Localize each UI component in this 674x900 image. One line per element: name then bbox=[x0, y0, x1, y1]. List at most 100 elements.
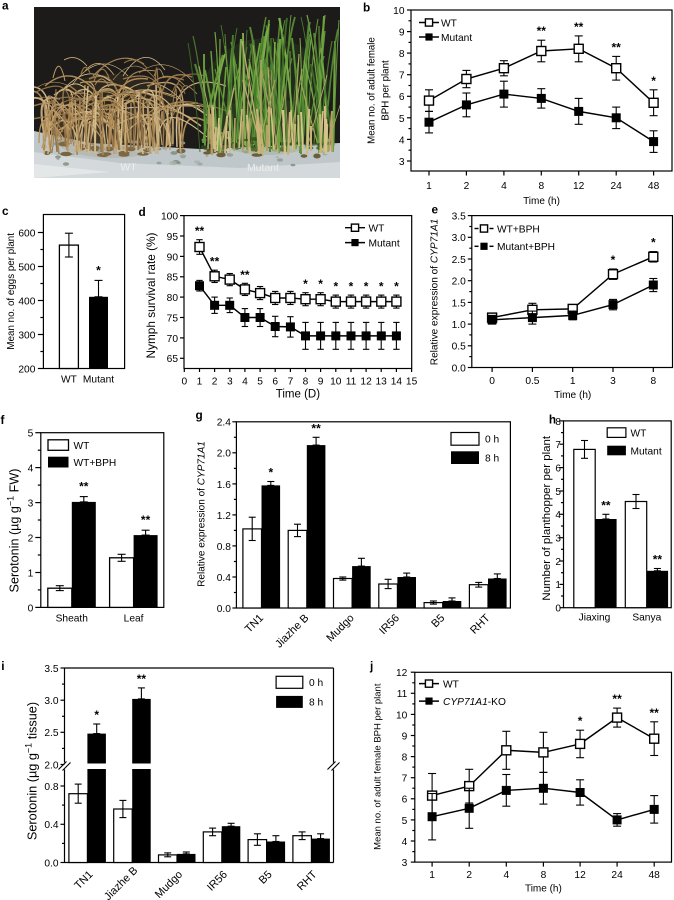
svg-text:**: ** bbox=[650, 706, 660, 720]
svg-text:0 h: 0 h bbox=[485, 435, 499, 446]
svg-text:**: ** bbox=[137, 672, 147, 686]
svg-text:2.4: 2.4 bbox=[217, 418, 231, 429]
svg-text:**: ** bbox=[240, 268, 250, 282]
svg-text:2.5: 2.5 bbox=[452, 255, 466, 266]
svg-text:90: 90 bbox=[167, 252, 179, 263]
svg-text:**: ** bbox=[653, 553, 663, 567]
svg-text:Mean no. of adult female BPH p: Mean no. of adult female BPH per plant bbox=[373, 683, 384, 850]
svg-text:3: 3 bbox=[399, 157, 405, 168]
svg-text:*: * bbox=[333, 280, 338, 294]
svg-text:c: c bbox=[2, 204, 9, 218]
svg-text:7: 7 bbox=[288, 377, 294, 388]
svg-text:65: 65 bbox=[167, 354, 179, 365]
svg-text:0.5: 0.5 bbox=[525, 376, 539, 387]
svg-text:2: 2 bbox=[466, 870, 472, 881]
svg-text:8 h: 8 h bbox=[309, 698, 323, 709]
svg-text:WT: WT bbox=[369, 224, 385, 235]
svg-text:3.0: 3.0 bbox=[452, 233, 466, 244]
svg-text:2.0: 2.0 bbox=[44, 760, 58, 771]
svg-text:i: i bbox=[1, 659, 4, 673]
svg-text:5: 5 bbox=[555, 487, 561, 498]
svg-text:12: 12 bbox=[573, 181, 585, 192]
svg-text:Time (h): Time (h) bbox=[554, 390, 591, 401]
svg-text:*: * bbox=[379, 280, 384, 294]
svg-text:0: 0 bbox=[181, 377, 187, 388]
svg-text:2: 2 bbox=[28, 533, 34, 544]
svg-text:3: 3 bbox=[610, 376, 616, 387]
svg-text:0.0: 0.0 bbox=[217, 604, 231, 615]
svg-text:400: 400 bbox=[18, 296, 35, 307]
svg-text:48: 48 bbox=[648, 181, 660, 192]
svg-text:1: 1 bbox=[429, 870, 435, 881]
svg-text:100: 100 bbox=[161, 212, 178, 223]
svg-text:**: ** bbox=[210, 255, 220, 269]
svg-text:WT+BPH: WT+BPH bbox=[74, 458, 117, 469]
svg-text:24: 24 bbox=[611, 870, 623, 881]
svg-text:*: * bbox=[651, 236, 656, 250]
svg-text:5: 5 bbox=[28, 429, 34, 440]
svg-text:9: 9 bbox=[402, 731, 408, 742]
svg-text:95: 95 bbox=[167, 232, 179, 243]
svg-text:**: ** bbox=[311, 421, 321, 435]
svg-text:12: 12 bbox=[396, 668, 408, 679]
svg-text:8: 8 bbox=[402, 753, 408, 764]
svg-text:1.0: 1.0 bbox=[452, 320, 466, 331]
svg-text:1.5: 1.5 bbox=[452, 298, 466, 309]
svg-text:11: 11 bbox=[346, 377, 357, 388]
svg-text:85: 85 bbox=[167, 273, 179, 284]
svg-text:WT: WT bbox=[61, 375, 77, 386]
svg-text:Mean no. of eggs per plant: Mean no. of eggs per plant bbox=[6, 233, 17, 350]
svg-text:*: * bbox=[318, 277, 323, 291]
svg-text:8: 8 bbox=[650, 376, 656, 387]
svg-text:0.8: 0.8 bbox=[44, 782, 58, 793]
svg-text:WT+BPH: WT+BPH bbox=[497, 224, 540, 235]
svg-text:Leaf: Leaf bbox=[124, 613, 144, 624]
svg-text:0: 0 bbox=[489, 376, 495, 387]
svg-text:75: 75 bbox=[167, 313, 179, 324]
svg-text:Time (h): Time (h) bbox=[525, 884, 562, 895]
svg-text:0.5: 0.5 bbox=[452, 342, 466, 353]
svg-text:4: 4 bbox=[399, 135, 405, 146]
svg-text:0.0: 0.0 bbox=[44, 858, 58, 869]
svg-text:5: 5 bbox=[399, 114, 405, 125]
svg-text:Mutant: Mutant bbox=[369, 238, 400, 249]
svg-text:6: 6 bbox=[402, 795, 408, 806]
svg-text:3: 3 bbox=[402, 858, 408, 869]
svg-text:3: 3 bbox=[555, 534, 561, 545]
svg-text:6: 6 bbox=[272, 377, 278, 388]
svg-text:7: 7 bbox=[402, 774, 408, 785]
svg-text:b: b bbox=[363, 1, 370, 15]
svg-text:WT: WT bbox=[74, 441, 90, 452]
svg-text:Mutant: Mutant bbox=[247, 162, 279, 174]
svg-text:Time (h): Time (h) bbox=[523, 196, 560, 207]
svg-text:Mutant: Mutant bbox=[441, 33, 472, 44]
svg-text:Relative expression of CYP71A1: Relative expression of CYP71A1 bbox=[430, 219, 441, 365]
svg-text:2: 2 bbox=[464, 181, 470, 192]
svg-text:Serotonin (µg g−1 tissue): Serotonin (µg g−1 tissue) bbox=[24, 702, 40, 840]
svg-text:h: h bbox=[549, 413, 556, 427]
svg-text:**: ** bbox=[537, 24, 547, 38]
svg-text:1: 1 bbox=[197, 377, 203, 388]
svg-text:11: 11 bbox=[397, 689, 408, 700]
svg-text:WT: WT bbox=[120, 162, 137, 174]
svg-text:*: * bbox=[651, 74, 656, 88]
svg-text:4: 4 bbox=[242, 377, 248, 388]
svg-text:*: * bbox=[94, 708, 99, 722]
svg-text:4: 4 bbox=[501, 181, 507, 192]
svg-text:Mutant: Mutant bbox=[83, 375, 114, 386]
svg-text:3.0: 3.0 bbox=[44, 696, 58, 707]
svg-text:600: 600 bbox=[18, 228, 35, 239]
svg-text:8: 8 bbox=[303, 377, 309, 388]
svg-text:24: 24 bbox=[611, 181, 623, 192]
svg-text:1: 1 bbox=[570, 376, 576, 387]
svg-text:12: 12 bbox=[574, 870, 586, 881]
svg-text:12: 12 bbox=[360, 377, 372, 388]
svg-text:0.0: 0.0 bbox=[452, 363, 466, 374]
svg-text:*: * bbox=[303, 277, 308, 291]
svg-text:4: 4 bbox=[555, 510, 561, 521]
svg-text:*: * bbox=[268, 466, 273, 480]
svg-text:WT: WT bbox=[443, 679, 459, 690]
svg-text:Time (D): Time (D) bbox=[276, 389, 320, 401]
svg-text:1: 1 bbox=[555, 580, 561, 591]
svg-text:**: ** bbox=[141, 513, 151, 527]
